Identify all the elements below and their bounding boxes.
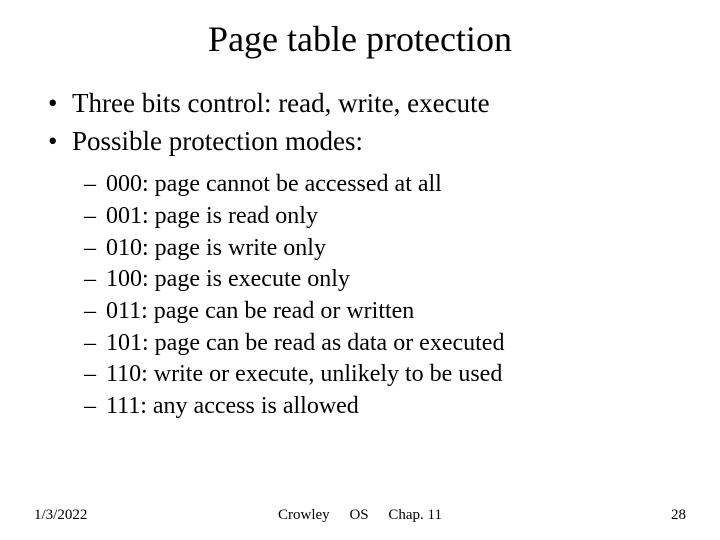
sub-bullet-item: 000: page cannot be accessed at all <box>84 169 686 201</box>
sub-bullet-item: 100: page is execute only <box>84 264 686 296</box>
footer-author: Crowley <box>278 507 330 523</box>
sub-bullet-item: 010: page is write only <box>84 233 686 265</box>
footer-course: OS <box>349 507 368 523</box>
footer: 1/3/2022 Crowley OS Chap. 11 28 <box>0 507 720 524</box>
bullet-item: Possible protection modes: <box>48 124 686 160</box>
sub-bullet-item: 011: page can be read or written <box>84 296 686 328</box>
slide: Page table protection Three bits control… <box>0 0 720 540</box>
footer-date: 1/3/2022 <box>34 507 87 524</box>
footer-center: Crowley OS Chap. 11 <box>270 507 450 524</box>
sub-bullet-list: 000: page cannot be accessed at all 001:… <box>34 169 686 422</box>
footer-page: 28 <box>671 507 686 524</box>
sub-bullet-item: 110: write or execute, unlikely to be us… <box>84 359 686 391</box>
bullet-list: Three bits control: read, write, execute… <box>34 86 686 159</box>
sub-bullet-item: 111: any access is allowed <box>84 391 686 423</box>
footer-chapter: Chap. 11 <box>388 507 442 523</box>
slide-title: Page table protection <box>34 18 686 60</box>
sub-bullet-item: 001: page is read only <box>84 201 686 233</box>
bullet-item: Three bits control: read, write, execute <box>48 86 686 122</box>
sub-bullet-item: 101: page can be read as data or execute… <box>84 328 686 360</box>
